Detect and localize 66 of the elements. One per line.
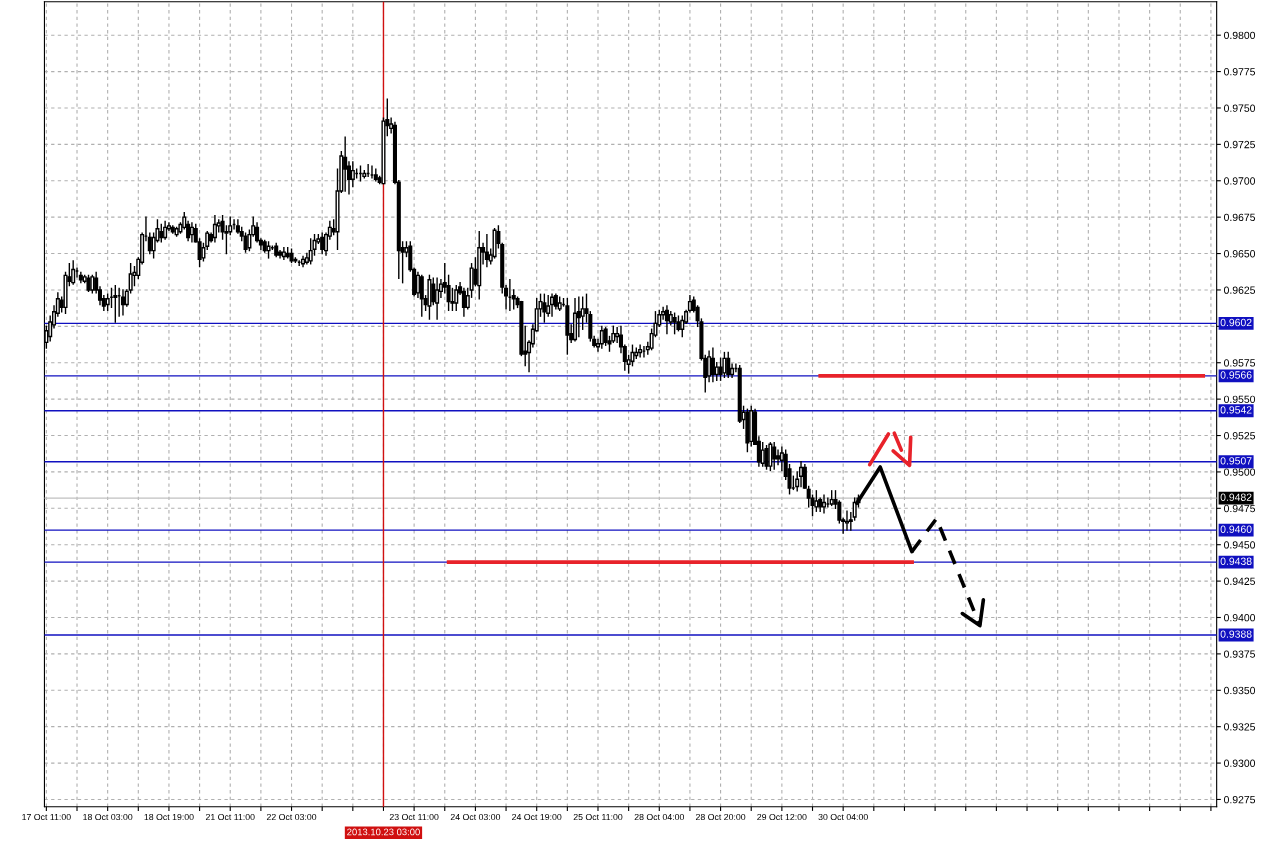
candlestick	[768, 442, 773, 472]
candlestick	[576, 296, 581, 338]
y-tick-label: 0.9525	[1224, 432, 1256, 440]
candlestick	[484, 233, 489, 268]
x-tick-label: 24 Oct 19:00	[512, 813, 562, 821]
y-tick-label: 0.9400	[1224, 614, 1256, 622]
candlestick	[776, 449, 781, 466]
y-tick-label: 0.9425	[1224, 577, 1256, 585]
candlestick	[722, 351, 727, 378]
y-tick-label: 0.9450	[1224, 541, 1256, 549]
candlestick	[844, 510, 850, 531]
ref-line-label: 0.9566	[1220, 371, 1252, 379]
x-tick-label: 21 Oct 11:00	[205, 813, 255, 821]
ref-line-label: 0.9507	[1220, 457, 1252, 465]
ref-line-label: 0.9460	[1220, 525, 1252, 533]
y-tick-label: 0.9800	[1224, 31, 1256, 40]
y-tick-label: 0.9750	[1224, 104, 1256, 112]
x-tick-label: 23 Oct 11:00	[389, 813, 439, 821]
y-tick-label: 0.9675	[1224, 213, 1256, 222]
y-tick-label: 0.9700	[1224, 177, 1256, 185]
candlestick	[454, 284, 459, 312]
x-tick-label: 18 Oct 19:00	[144, 813, 194, 821]
ref-line-label: 0.9438	[1220, 557, 1252, 565]
y-tick-label: 0.9275	[1224, 795, 1256, 804]
candlestick	[419, 274, 424, 317]
candlestick	[772, 442, 777, 470]
x-tick-label: 17 Oct 11:00	[22, 813, 71, 821]
candlestick	[599, 325, 604, 349]
y-tick-label: 0.9725	[1224, 140, 1256, 149]
candlestick	[798, 461, 804, 488]
y-tick-label: 0.9500	[1224, 468, 1256, 476]
candlestick	[710, 347, 715, 383]
candlestick	[189, 222, 194, 243]
ref-line-label: 0.9388	[1220, 630, 1252, 638]
candlestick	[320, 232, 325, 255]
candlestick	[343, 136, 348, 192]
y-tick-label: 0.9575	[1224, 359, 1256, 367]
ref-line-label: 0.9602	[1220, 318, 1252, 327]
y-tick-label: 0.9375	[1224, 650, 1256, 658]
ref-line-label: 0.9482	[1220, 493, 1252, 501]
y-tick-label: 0.9475	[1224, 504, 1256, 513]
x-tick-label: 2013.10.23 03:00	[347, 828, 420, 836]
ref-line-label: 0.9542	[1220, 406, 1252, 414]
y-tick-label: 0.9325	[1224, 723, 1256, 731]
y-tick-label: 0.9300	[1224, 759, 1256, 767]
x-tick-label: 28 Oct 20:00	[695, 813, 746, 821]
candlestick	[664, 305, 669, 335]
y-tick-label: 0.9650	[1224, 250, 1256, 258]
y-tick-label: 0.9550	[1224, 395, 1256, 404]
y-tick-label: 0.9775	[1224, 68, 1256, 76]
y-tick-label: 0.9625	[1224, 286, 1256, 294]
x-tick-label: 22 Oct 03:00	[266, 813, 317, 821]
candlestick	[542, 293, 547, 323]
candlestick	[71, 260, 76, 285]
candlestick	[638, 344, 643, 358]
candlestick	[446, 274, 451, 312]
x-tick-label: 25 Oct 11:00	[573, 813, 623, 821]
candlestick	[113, 284, 118, 323]
y-tick-label: 0.9350	[1224, 686, 1256, 695]
x-tick-label: 24 Oct 03:00	[450, 813, 501, 821]
x-tick-label: 30 Oct 04:00	[818, 813, 868, 821]
candlestick	[247, 229, 252, 252]
candlestick	[350, 161, 355, 188]
x-tick-label: 18 Oct 03:00	[83, 813, 133, 821]
x-tick-label: 29 Oct 12:00	[757, 813, 807, 821]
x-tick-label: 28 Oct 04:00	[634, 813, 684, 821]
